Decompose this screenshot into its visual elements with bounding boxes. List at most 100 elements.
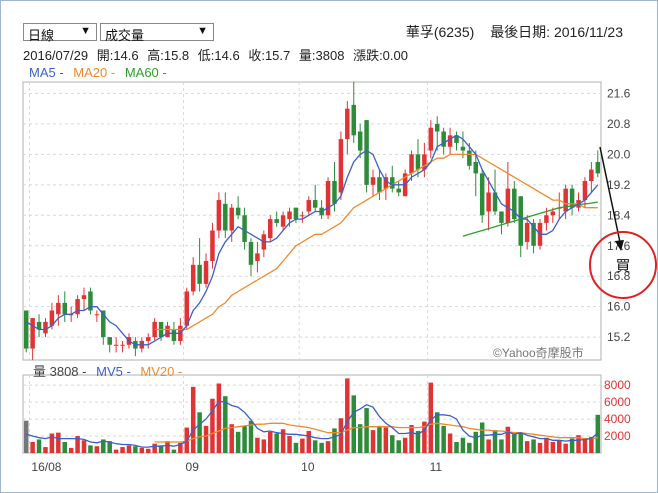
date-tick-label: 10 <box>301 460 315 474</box>
period-select[interactable]: 日線 ▼ <box>23 23 97 43</box>
candle-body <box>428 127 434 151</box>
volume-bar <box>216 383 222 453</box>
volume-bar <box>338 418 344 453</box>
volume-bar <box>101 439 106 453</box>
volume-bar <box>242 425 247 453</box>
volume-bar <box>589 436 594 453</box>
volume-bar <box>492 430 498 453</box>
indicator-select-value: 成交量 <box>105 28 145 43</box>
volume-bar <box>454 441 459 453</box>
price-tick-label: 15.2 <box>607 330 631 344</box>
volume-bar <box>473 431 479 453</box>
candle-body <box>454 135 459 143</box>
candle-body <box>396 188 401 193</box>
legend-mv20: MV20 - <box>140 364 183 379</box>
candle-body <box>441 131 446 147</box>
volume-panel <box>22 374 602 454</box>
candle-body <box>306 200 312 212</box>
volume-bar <box>75 436 80 453</box>
volume-bar <box>563 443 568 453</box>
legend-ma5: MA5 - <box>29 65 64 80</box>
volume-bar <box>512 434 517 453</box>
candle-body <box>145 337 151 341</box>
volume-bar <box>531 439 536 453</box>
candle-body <box>242 215 247 242</box>
volume-bar <box>62 441 67 453</box>
candle-body <box>486 192 491 212</box>
volume-bar <box>49 433 55 453</box>
quote-close: 收:15.7 <box>248 48 291 63</box>
volume-bar <box>306 430 312 453</box>
volume-bar <box>364 408 369 453</box>
ma-lines <box>25 134 599 346</box>
candle-body <box>300 215 305 217</box>
candle-body <box>364 120 369 185</box>
volume-bar <box>81 440 87 453</box>
volume-ma-lines <box>26 400 599 448</box>
volume-bar <box>43 447 48 453</box>
legend-vol: 量 3808 - <box>33 364 87 379</box>
candle-body <box>492 192 498 212</box>
volume-bar <box>595 414 601 453</box>
volume-bar <box>145 448 151 453</box>
volume-bar <box>550 441 556 453</box>
last-date: 最後日期: 2016/11/23 <box>490 24 623 40</box>
candle-body <box>43 321 48 334</box>
indicator-select[interactable]: 成交量 ▼ <box>100 23 214 43</box>
candle-body <box>81 295 87 300</box>
candle-body <box>422 154 427 170</box>
volume-bar <box>178 442 183 453</box>
candle-body <box>345 108 350 140</box>
candle-body <box>190 264 196 292</box>
chevron-down-icon: ▼ <box>80 25 91 37</box>
volume-bar <box>120 447 125 453</box>
volume-bar <box>402 437 408 453</box>
candle-body <box>248 241 254 265</box>
volume-bar <box>312 440 318 453</box>
candle-body <box>460 146 466 151</box>
candle-body <box>505 188 511 223</box>
volume-bar <box>434 412 440 453</box>
candle-body <box>62 302 67 315</box>
candle-body <box>479 173 485 216</box>
candle-body <box>36 321 42 330</box>
candle-body <box>499 211 504 223</box>
volume-bar <box>293 442 299 453</box>
price-panel <box>22 81 602 361</box>
volume-bar <box>126 445 132 453</box>
price-tick-label: 20.0 <box>607 147 631 161</box>
volume-bar <box>268 431 273 453</box>
candle-body <box>23 310 29 349</box>
volume-bar <box>505 426 511 453</box>
price-tick-label: 21.6 <box>607 86 631 100</box>
volume-bar <box>486 439 491 453</box>
volume-bar <box>23 420 29 453</box>
quote-high: 高:15.8 <box>147 48 190 63</box>
candle-body <box>152 321 157 338</box>
candle-body <box>338 139 344 193</box>
volume-bar <box>88 445 93 453</box>
volume-bar <box>447 433 453 453</box>
volume-bar <box>499 439 504 453</box>
volume-axis: 8000 6000 4000 2000 <box>604 378 631 443</box>
volume-bar <box>422 421 427 453</box>
volume-bar <box>537 442 543 453</box>
volume-bar <box>197 412 202 453</box>
candle-body <box>184 291 190 326</box>
volume-bar <box>255 437 260 453</box>
quote-low: 低:14.6 <box>197 48 240 63</box>
volume-bar <box>319 442 324 453</box>
copyright-label: ©Yahoo奇摩股市 <box>493 346 584 360</box>
volume-bar <box>113 449 119 453</box>
volume-bar <box>370 430 376 453</box>
annotation-circle <box>589 231 657 299</box>
volume-bar <box>56 432 61 453</box>
volume-bar <box>139 447 145 453</box>
volume-bar <box>261 439 267 453</box>
volume-tick-label: 4000 <box>604 412 631 426</box>
annotation-buy-label: 買 <box>615 258 630 275</box>
legend-mv5: MV5 - <box>96 364 131 379</box>
mv5-line <box>26 400 599 448</box>
